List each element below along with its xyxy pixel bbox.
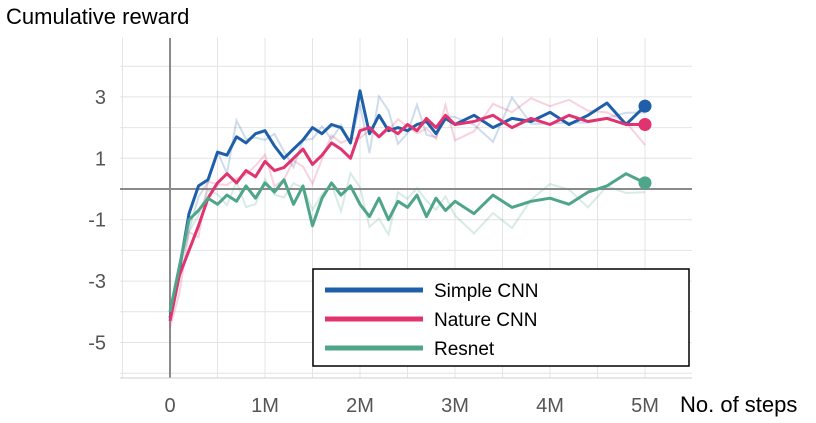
tick-labels: 0 1M 2M 3M 4M 5M 3 1 -1 -3 -5 (88, 87, 659, 417)
x-tick-label: 1M (251, 395, 279, 417)
series-line-resnet (168, 172, 646, 313)
series-endpoints (638, 99, 652, 190)
legend-label: Simple CNN (434, 281, 539, 302)
y-tick-label: 3 (95, 87, 106, 109)
x-tick-label: 0 (164, 395, 175, 417)
series-raw-simple-cnn (169, 93, 646, 319)
x-axis-label: No. of steps (680, 392, 797, 417)
y-tick-label: -3 (88, 271, 106, 293)
legend-items: Simple CNN Nature CNN Resnet (325, 281, 539, 360)
x-tick-label: 5M (631, 395, 659, 417)
y-tick-label: 1 (95, 148, 106, 170)
y-tick-label: -1 (88, 210, 106, 232)
series-endpoint-resnet (638, 176, 652, 190)
series-endpoint-simple-cnn (638, 99, 652, 113)
series-endpoint-nature-cnn (638, 118, 652, 132)
series-line-nature-cnn (168, 113, 645, 322)
series-raw-resnet (169, 170, 646, 320)
series-lines (168, 89, 647, 322)
legend-label: Nature CNN (434, 310, 537, 331)
legend: Simple CNN Nature CNN Resnet (312, 268, 690, 367)
series-line-simple-cnn (168, 89, 647, 319)
y-tick-label: -5 (88, 333, 106, 355)
legend-label: Resnet (434, 339, 495, 360)
x-tick-label: 2M (346, 395, 374, 417)
x-tick-label: 3M (441, 395, 469, 417)
x-tick-label: 4M (536, 395, 564, 417)
y-axis-label: Cumulative reward (6, 4, 189, 29)
